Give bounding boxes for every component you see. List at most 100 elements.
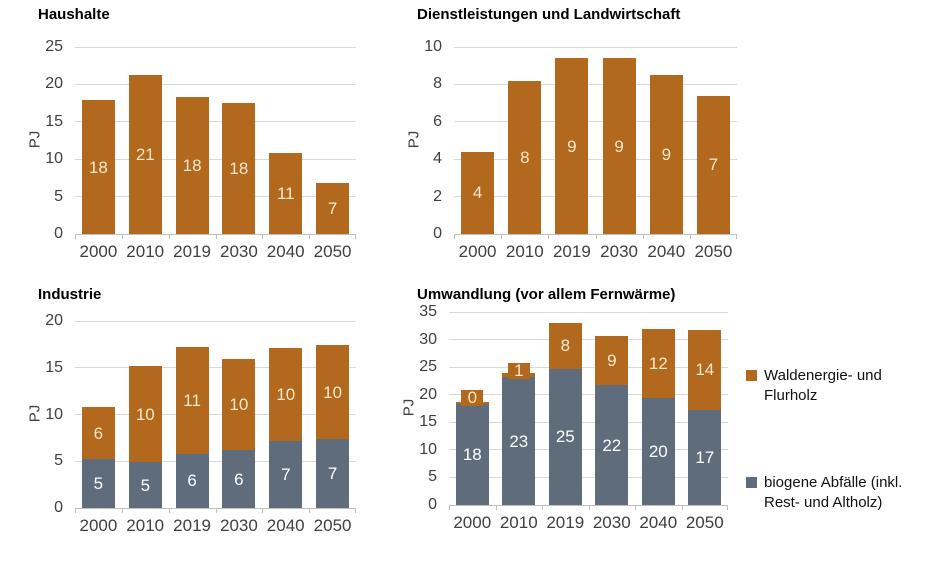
bar-segment-gray: 22 [595,385,629,505]
bar-value-label: 10 [276,384,296,404]
bar-value-label: 10 [229,395,249,415]
bar-value-label: 6 [234,469,244,489]
x-axis-tick [122,508,123,513]
y-tick-label: 15 [45,112,63,130]
bar-segment-gray: 17 [688,409,722,505]
gridline [75,121,356,123]
gridline [454,196,737,198]
bar-value-label: 6 [187,471,197,491]
bar-segment-orange: 9 [649,75,683,234]
bar-value-label: 9 [567,136,577,156]
plot-area: 0 5 10 15 20 25 30 35 18 0 2000 23 1 2010 25 8 2019 22 9 20… [419,303,728,532]
bar-value-label: 11 [276,183,295,203]
bar-segment-orange: 18 [175,97,209,234]
gridline [449,366,728,368]
bar-value-label: 7 [281,464,291,484]
x-tick-label: 2019 [552,242,591,261]
gridline [75,414,356,415]
bar-segment-gray: 5 [81,459,115,508]
y-tick-label: 30 [419,330,437,348]
bar-segment-orange: 18 [222,103,256,234]
bar-segment-orange: 11 [269,152,303,234]
bar-value-label: 8 [520,147,530,167]
y-tick-label: 0 [54,499,63,516]
gridline [449,449,728,451]
x-tick-label: 2000 [79,516,118,535]
bar-value-label: 10 [135,404,155,424]
x-axis-tick [75,234,76,239]
bar-value-label: 5 [93,474,104,494]
x-axis-line [449,505,728,506]
x-axis-tick [169,508,170,513]
x-axis-tick [548,234,549,239]
bar-value-label: 9 [614,136,624,156]
bar-value-label: 9 [661,145,672,165]
gridline [75,158,356,160]
x-axis-tick [355,234,356,239]
x-tick-label: 2019 [546,513,585,532]
gridline [454,83,737,85]
chart-title: Haushalte [38,6,110,23]
y-tick-label: 0 [54,225,63,242]
x-axis-line [454,234,737,235]
y-tick-label: 8 [433,75,442,93]
y-axis-label: PJ [26,130,44,148]
y-tick-label: 10 [419,440,437,458]
x-axis-tick [501,234,502,239]
gridline [454,121,737,123]
y-tick-label: 5 [428,468,437,486]
x-axis-tick [75,508,76,513]
x-axis-tick [262,234,263,239]
bar-segment-orange: 6 [81,407,115,460]
bar-value-label: 23 [509,431,529,451]
gridline [454,158,737,160]
x-tick-label: 2030 [592,513,631,532]
bar-segment-orange: 7 [316,183,350,234]
x-tick-label: 2000 [453,513,492,532]
bar-segment-orange: 12 [641,329,675,398]
x-axis-tick [309,234,310,239]
x-axis-tick [496,505,497,510]
x-tick-label: 2019 [173,516,211,535]
chart-title: Umwandlung (vor allem Fernwärme) [417,286,676,303]
x-tick-label: 2040 [647,242,686,261]
x-tick-label: 2010 [505,242,544,261]
gridline [449,339,728,341]
bar-value-label: 21 [135,145,155,165]
x-tick-label: 2010 [126,516,165,535]
x-tick-label: 2040 [639,513,678,532]
y-tick-label: 5 [54,187,63,205]
bar-value-label: 20 [648,441,668,461]
y-tick-label: 20 [419,385,437,403]
x-axis-tick [690,234,691,239]
x-axis-tick [635,505,636,510]
x-axis-tick [542,505,543,510]
bar-segment-gray: 20 [641,397,675,505]
x-axis-tick [736,234,737,239]
x-tick-label: 2050 [685,513,724,532]
bar-value-label: 11 [183,391,201,411]
gridline [75,46,356,48]
bar-value-label: 17 [695,447,715,467]
gridline [449,421,728,423]
bar-segment-gray: 23 [502,377,536,505]
gridline [454,46,737,48]
bar-segment-orange: 10 [269,348,303,441]
x-tick-label: 2030 [600,242,638,261]
x-axis-tick [454,234,455,239]
bar-value-label: 25 [555,427,575,447]
legend-swatch-gray [746,477,757,488]
legend-swatch-orange [746,370,757,381]
bar-segment-orange: 18 [81,100,115,234]
y-tick-label: 20 [45,312,63,329]
bar-value-label: 18 [462,445,482,465]
x-tick-label: 2050 [313,516,352,535]
y-tick-label: 4 [433,150,442,168]
x-axis-tick [682,505,683,510]
bar-segment-orange: 8 [508,80,542,234]
x-tick-label: 2030 [219,516,258,535]
gridline [449,394,728,396]
x-axis-tick [355,508,356,513]
bar-value-label: 7 [327,463,338,483]
x-axis-tick [727,505,728,510]
